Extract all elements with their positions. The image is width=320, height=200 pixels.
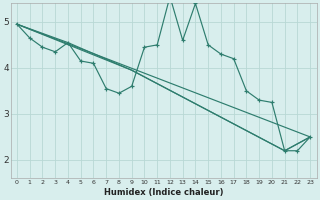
X-axis label: Humidex (Indice chaleur): Humidex (Indice chaleur) (104, 188, 223, 197)
